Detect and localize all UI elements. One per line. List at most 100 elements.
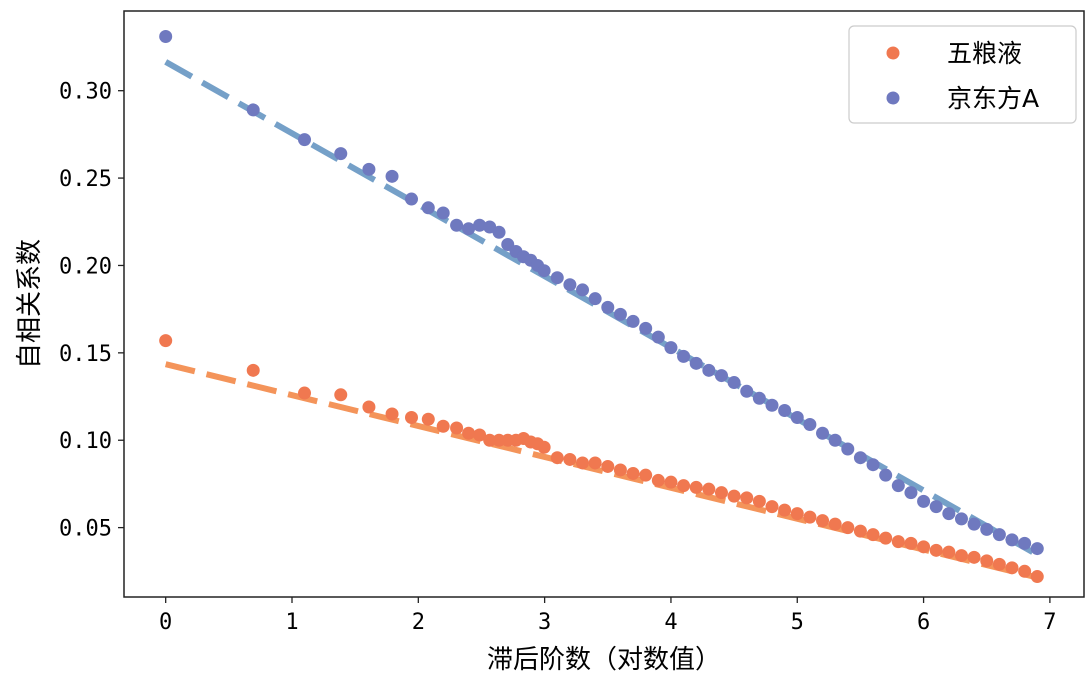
data-point-s2-6 bbox=[404, 192, 418, 206]
data-point-s1-56 bbox=[1005, 561, 1019, 575]
y-axis-label: 自相关系数 bbox=[15, 239, 45, 369]
data-point-s2-23 bbox=[588, 292, 602, 306]
data-point-s1-49 bbox=[917, 540, 931, 554]
data-points bbox=[159, 30, 1044, 584]
data-point-s1-20 bbox=[550, 451, 564, 465]
fit-lines bbox=[164, 59, 1039, 581]
data-point-s1-36 bbox=[752, 494, 766, 508]
data-point-s2-36 bbox=[752, 391, 766, 405]
data-point-s1-9 bbox=[450, 421, 464, 435]
data-point-s2-11 bbox=[473, 218, 487, 232]
data-point-s1-48 bbox=[904, 536, 918, 550]
x-tick-label: 2 bbox=[412, 610, 425, 635]
x-tick-label: 0 bbox=[159, 610, 172, 635]
data-point-s1-7 bbox=[421, 412, 435, 426]
data-point-s2-33 bbox=[714, 369, 728, 383]
legend-label-2: 京东方A bbox=[947, 84, 1039, 113]
data-point-s2-5 bbox=[385, 169, 399, 183]
data-point-s2-54 bbox=[980, 522, 994, 536]
data-point-s2-26 bbox=[626, 314, 640, 328]
data-point-s2-49 bbox=[917, 494, 931, 508]
data-point-s2-4 bbox=[362, 162, 376, 176]
plot-frame bbox=[123, 10, 1085, 598]
y-tick-label: 0.10 bbox=[59, 429, 112, 454]
data-point-s2-3 bbox=[334, 147, 348, 161]
data-point-s1-3 bbox=[334, 388, 348, 402]
data-point-s1-26 bbox=[626, 466, 640, 480]
y-tick-label: 0.05 bbox=[59, 517, 112, 542]
data-point-s1-22 bbox=[576, 456, 590, 470]
data-point-s1-4 bbox=[362, 400, 376, 414]
data-point-s1-35 bbox=[740, 491, 754, 505]
x-tick-label: 4 bbox=[664, 610, 677, 635]
data-point-s1-11 bbox=[473, 428, 487, 442]
data-point-s2-19 bbox=[537, 264, 551, 278]
data-point-s1-33 bbox=[714, 486, 728, 500]
data-point-s1-25 bbox=[613, 463, 627, 477]
data-point-s1-12 bbox=[483, 433, 497, 447]
data-point-s1-53 bbox=[967, 550, 981, 564]
data-point-s1-50 bbox=[929, 543, 943, 557]
data-point-s2-9 bbox=[450, 218, 464, 232]
data-point-s2-57 bbox=[1018, 536, 1032, 550]
data-point-s1-32 bbox=[702, 482, 716, 496]
data-point-s1-54 bbox=[980, 554, 994, 568]
data-point-s1-8 bbox=[436, 419, 450, 433]
axis-ticks: 0 1 2 3 4 5 6 7 0.05 0.10 0.15 0.20 0.25 0.30 bbox=[59, 80, 1057, 635]
data-point-s1-0 bbox=[159, 334, 173, 348]
data-point-s1-45 bbox=[866, 528, 880, 542]
data-point-s1-21 bbox=[563, 452, 577, 466]
data-point-s1-58 bbox=[1030, 570, 1044, 584]
data-point-s2-53 bbox=[967, 517, 981, 531]
data-point-s2-27 bbox=[639, 321, 653, 335]
data-point-s2-56 bbox=[1005, 533, 1019, 547]
data-point-s2-41 bbox=[816, 426, 830, 440]
data-point-s1-55 bbox=[992, 557, 1006, 571]
data-point-s1-2 bbox=[298, 386, 312, 400]
data-point-s1-34 bbox=[727, 489, 741, 503]
data-point-s2-50 bbox=[929, 500, 943, 514]
data-point-s2-8 bbox=[436, 206, 450, 220]
data-point-s1-46 bbox=[879, 531, 893, 545]
data-point-s2-24 bbox=[601, 300, 615, 314]
data-point-s2-47 bbox=[891, 479, 905, 493]
data-point-s1-43 bbox=[841, 521, 855, 535]
data-point-s1-31 bbox=[689, 480, 703, 494]
data-point-s2-55 bbox=[992, 528, 1006, 542]
x-tick-label: 5 bbox=[791, 610, 804, 635]
data-point-s2-2 bbox=[298, 133, 312, 147]
data-point-s1-47 bbox=[891, 535, 905, 549]
data-point-s1-38 bbox=[778, 503, 792, 517]
data-point-s1-24 bbox=[601, 459, 615, 473]
data-point-s2-40 bbox=[803, 418, 817, 432]
data-point-s1-30 bbox=[677, 479, 691, 493]
fit-line-1 bbox=[164, 361, 1038, 581]
data-point-s2-46 bbox=[879, 468, 893, 482]
data-point-s2-20 bbox=[550, 271, 564, 285]
data-point-s1-19 bbox=[537, 440, 551, 454]
data-point-s2-10 bbox=[462, 222, 476, 236]
data-point-s2-42 bbox=[828, 433, 842, 447]
data-point-s2-37 bbox=[765, 398, 779, 412]
data-point-s1-23 bbox=[588, 456, 602, 470]
data-point-s2-29 bbox=[664, 341, 678, 355]
data-point-s1-27 bbox=[639, 468, 653, 482]
data-point-s2-45 bbox=[866, 458, 880, 472]
legend-box bbox=[848, 25, 1077, 124]
y-tick-label: 0.15 bbox=[59, 342, 112, 367]
x-tick-label: 7 bbox=[1043, 610, 1056, 635]
data-point-s2-32 bbox=[702, 363, 716, 377]
data-point-s2-58 bbox=[1030, 542, 1044, 556]
data-point-s1-51 bbox=[942, 545, 956, 559]
data-point-s1-39 bbox=[790, 507, 804, 521]
data-point-s2-51 bbox=[942, 507, 956, 521]
y-tick-label: 0.25 bbox=[59, 167, 112, 192]
data-point-s2-7 bbox=[421, 201, 435, 215]
data-point-s1-28 bbox=[651, 473, 665, 487]
data-point-s2-28 bbox=[651, 330, 665, 344]
x-tick-label: 3 bbox=[538, 610, 551, 635]
x-axis-label: 滞后阶数（对数值） bbox=[487, 645, 721, 675]
data-point-s2-52 bbox=[954, 512, 968, 526]
